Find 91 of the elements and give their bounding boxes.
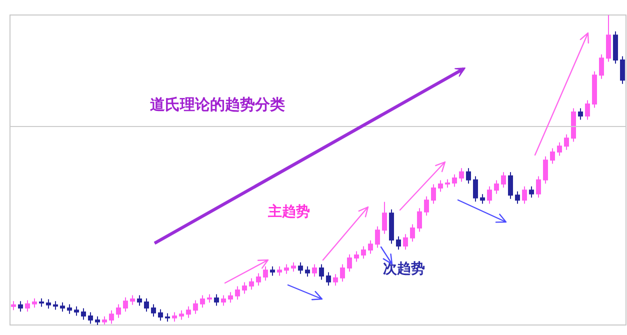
candlestick	[571, 108, 576, 142]
candlestick	[487, 186, 492, 204]
candlestick	[95, 316, 100, 326]
candlestick	[473, 176, 478, 202]
candlestick	[67, 304, 72, 314]
candlestick	[32, 298, 37, 308]
candlestick	[207, 294, 212, 304]
candlestick	[459, 168, 464, 182]
candlestick	[116, 304, 121, 318]
candlestick	[599, 54, 604, 80]
candlestick	[452, 174, 457, 188]
candlestick	[312, 264, 317, 278]
candlestick	[592, 70, 597, 108]
candlestick	[291, 262, 296, 272]
candlestick	[151, 304, 156, 318]
candlestick	[305, 266, 310, 278]
candlestick	[221, 294, 226, 306]
candlestick	[74, 306, 79, 316]
candlestick	[102, 316, 107, 325]
candlestick	[109, 310, 114, 324]
candlestick	[389, 208, 394, 244]
candlestick	[277, 266, 282, 276]
candlestick	[515, 190, 520, 204]
candlestick	[200, 294, 205, 308]
candlestick	[508, 172, 513, 200]
annotation: 次趋势	[383, 261, 425, 277]
candlestick	[11, 300, 16, 311]
candlestick	[214, 294, 219, 306]
candlestick	[529, 186, 534, 198]
candlestick	[361, 246, 366, 260]
candlestick	[550, 148, 555, 164]
candlestick	[424, 196, 429, 216]
candlestick	[228, 292, 233, 304]
candlestick	[522, 186, 527, 204]
candlestick	[347, 254, 352, 272]
candlestick	[501, 172, 506, 188]
candlestick	[193, 300, 198, 314]
candlestick	[242, 282, 247, 294]
candlestick	[319, 264, 324, 280]
candlestick	[53, 300, 58, 310]
candlestick	[585, 100, 590, 120]
candlestick	[284, 264, 289, 274]
candlestick	[130, 294, 135, 306]
candlestick	[354, 250, 359, 262]
candlestick	[578, 108, 583, 120]
candlestick	[326, 272, 331, 286]
candlestick	[480, 194, 485, 204]
candlestick	[340, 264, 345, 282]
candlestick	[620, 56, 625, 84]
candlestick	[403, 234, 408, 250]
candlestick	[613, 30, 618, 64]
candlestick	[81, 308, 86, 320]
candlestick	[368, 240, 373, 254]
candlestick	[564, 134, 569, 150]
candlestick	[18, 300, 23, 312]
candlestick	[382, 201, 387, 234]
candlestick	[179, 310, 184, 320]
text: 道氏理论的趋势分类	[150, 96, 285, 114]
candlestick	[396, 236, 401, 250]
candlestick	[60, 302, 65, 312]
candlestick	[158, 308, 163, 322]
candlestick	[25, 300, 30, 312]
candlestick	[606, 14, 611, 62]
candlestick	[466, 168, 471, 184]
candlestick	[445, 178, 450, 188]
candlestick	[256, 272, 261, 286]
candlestick	[298, 262, 303, 274]
candlestick	[88, 312, 93, 324]
annotation: 主趋势	[267, 203, 310, 220]
candlestick	[536, 176, 541, 198]
candlestick	[543, 156, 548, 184]
candlestick	[172, 312, 177, 322]
candlestick	[557, 142, 562, 156]
candlestick	[123, 296, 128, 312]
candlestick	[431, 184, 436, 204]
candlestick	[249, 278, 254, 290]
candlestick	[410, 224, 415, 242]
candlestick	[438, 180, 443, 192]
candlestick	[235, 286, 240, 300]
candlestick	[46, 298, 51, 310]
candlestick	[186, 306, 191, 318]
candlestick	[165, 312, 170, 322]
candlestick	[494, 180, 499, 194]
candlestick	[270, 266, 275, 276]
candlestick	[375, 226, 380, 248]
candlestick	[333, 274, 338, 286]
candlestick	[39, 298, 44, 308]
candlestick	[263, 266, 268, 282]
candlestick	[137, 294, 142, 306]
candlestick	[417, 208, 422, 232]
candlestick	[144, 298, 149, 312]
